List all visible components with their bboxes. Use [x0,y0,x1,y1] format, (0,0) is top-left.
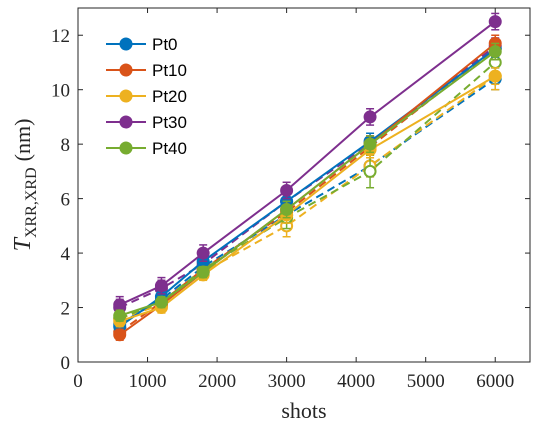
x-tick-label: 6000 [476,371,514,392]
series-pt20-point [488,69,502,83]
series-pt40-line [119,50,496,317]
legend-label: Pt40 [152,139,187,158]
y-tick-label: 4 [61,244,71,265]
series-pt40-point [488,45,502,59]
y-axis-label-symbol: T [10,236,36,251]
series-pt30-point [280,183,294,197]
series-layer [113,12,502,342]
legend-label: Pt20 [152,87,187,106]
legend-swatch-marker [119,115,133,129]
legend-item-pt40: Pt40 [106,139,187,158]
series-pt30-line [119,20,496,306]
y-axis-label-subscript: XRR,XRD [23,167,40,238]
y-tick-label: 6 [61,190,71,211]
series-pt40 [113,42,502,323]
dashed-series-line [119,61,496,320]
plot-frame [77,7,531,363]
dashed-series-line [119,45,496,309]
x-axis-label: shots [281,398,326,423]
series-pt40-point [196,265,210,279]
x-tick-label: 4000 [337,371,375,392]
x-tick-label: 3000 [268,371,306,392]
legend-item-pt30: Pt30 [106,113,187,132]
y-axis-label: TXRR,XRD (nm) [10,119,40,252]
legend-label: Pt0 [152,35,178,54]
series-pt40-point [363,137,377,151]
y-tick-label: 2 [61,299,71,320]
y-axis-label-unit: (nm) [10,119,35,162]
series-pt40-point [113,309,127,323]
tick-labels: 0 1000 2000 3000 4000 5000 6000 0 2 4 6 8 10 12 [51,26,514,392]
series-pt30-point [113,298,127,312]
series-pt30 [113,12,502,314]
series-pt10-point [113,328,127,342]
legend-item-pt20: Pt20 [106,87,187,106]
x-tick-label: 1000 [129,371,167,392]
series-pt20-line [119,75,496,323]
series-pt40-point [154,295,168,309]
series-pt30-point [363,110,377,124]
series-pt30-point [488,15,502,29]
dashed-series-line [119,75,496,320]
x-tick-label: 5000 [407,371,445,392]
y-tick-label: 0 [61,353,71,374]
legend-swatch-marker [119,63,133,77]
y-tick-label: 10 [51,81,70,102]
legend-item-pt10: Pt10 [106,61,187,80]
dashed-series-point [363,164,377,178]
series-pt30-point [196,246,210,260]
y-tick-label: 12 [51,26,70,47]
series-pt40-point [280,203,294,217]
series-pt0-line [119,47,496,328]
dashed-series-line [119,48,496,333]
legend-label: Pt30 [152,113,187,132]
x-tick-label: 2000 [198,371,236,392]
legend: Pt0 Pt10 Pt20 Pt30 Pt40 [106,35,187,158]
series-pt30-point [154,279,168,293]
legend-label: Pt10 [152,61,187,80]
y-tick-label: 8 [61,135,71,156]
legend-swatch-marker [119,141,133,155]
x-tick-label: 0 [73,371,83,392]
plot-axes [77,7,531,363]
legend-item-pt0: Pt0 [106,35,178,54]
legend-swatch-marker [119,37,133,51]
legend-swatch-marker [119,89,133,103]
